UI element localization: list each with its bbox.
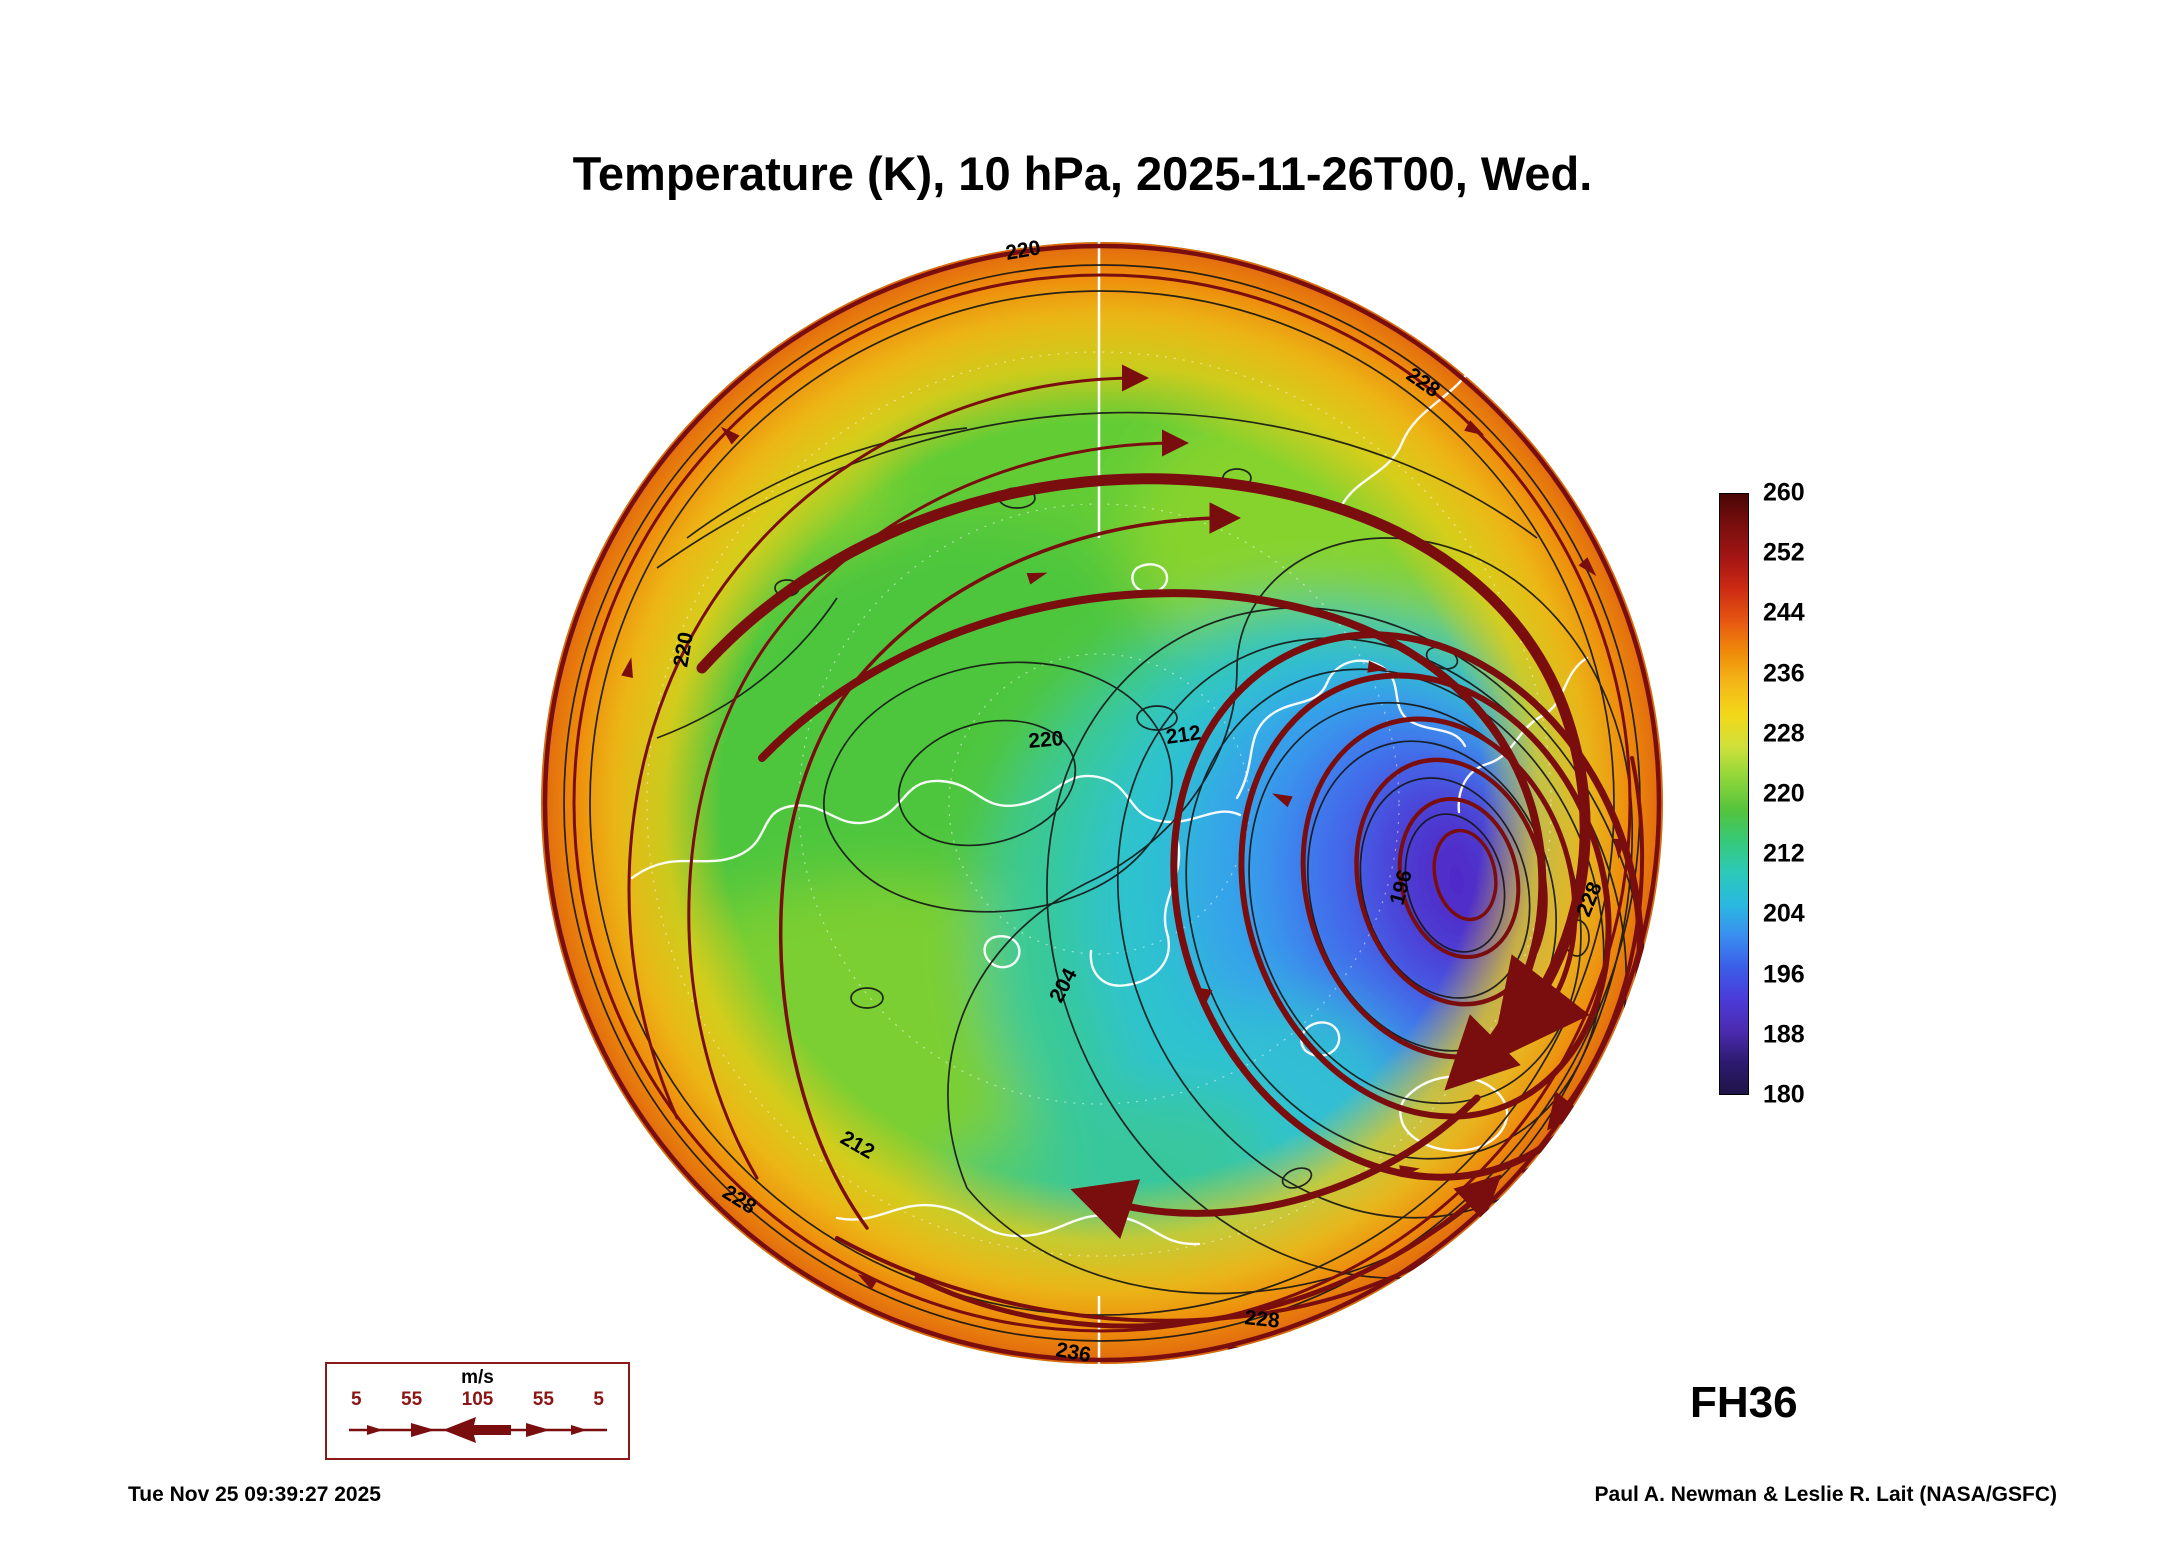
forecast-hour-label: FH36 <box>1690 1378 1798 1427</box>
colorbar-tick: 244 <box>1763 598 1805 627</box>
colorbar-tick: 236 <box>1763 659 1805 688</box>
wind-legend-value: 5 <box>593 1389 604 1410</box>
contour-label: 212 <box>1164 721 1202 749</box>
contour-label: 236 <box>1054 1338 1093 1367</box>
wind-legend-values: 5 55 105 55 5 <box>327 1389 628 1411</box>
colorbar-ticks: 260 252 244 236 228 220 212 204 196 188 180 <box>1763 479 1853 1109</box>
colorbar-tick: 212 <box>1763 839 1805 868</box>
wind-legend-units-label: m/s <box>461 1367 494 1388</box>
contour-label: 228 <box>1243 1306 1281 1333</box>
colorbar-tick: 252 <box>1763 538 1805 567</box>
colorbar-tick: 220 <box>1763 779 1805 808</box>
timestamp-label: Tue Nov 25 09:39:27 2025 <box>128 1483 381 1506</box>
credit-label: Paul A. Newman & Leslie R. Lait (NASA/GS… <box>1594 1483 2057 1506</box>
contour-label: 220 <box>1027 727 1064 753</box>
wind-legend-value: 55 <box>532 1389 554 1410</box>
colorbar-gradient <box>1719 493 1749 1095</box>
colorbar-tick: 196 <box>1763 960 1805 989</box>
streamline-arrowheads <box>621 420 1626 1358</box>
coastlines <box>630 356 1589 1246</box>
colorbar-tick: 180 <box>1763 1080 1805 1109</box>
colorbar-tick: 228 <box>1763 719 1805 748</box>
wind-speed-legend: m/s 5 55 105 55 5 <box>325 1362 630 1460</box>
polar-map-container: 220 228 220 220 212 196 204 212 228 228 236 228 <box>537 236 1667 1368</box>
wind-legend-value: 55 <box>401 1389 423 1410</box>
page-title: Temperature (K), 10 hPa, 2025-11-26T00, … <box>572 147 1593 200</box>
colorbar-tick: 204 <box>1763 899 1805 928</box>
wind-arrow-graphic <box>348 1417 607 1443</box>
colorbar-tick: 188 <box>1763 1020 1805 1049</box>
wind-legend-value: 105 <box>461 1389 494 1410</box>
colorbar-tick: 260 <box>1763 478 1805 507</box>
wind-legend-value: 5 <box>351 1389 362 1410</box>
